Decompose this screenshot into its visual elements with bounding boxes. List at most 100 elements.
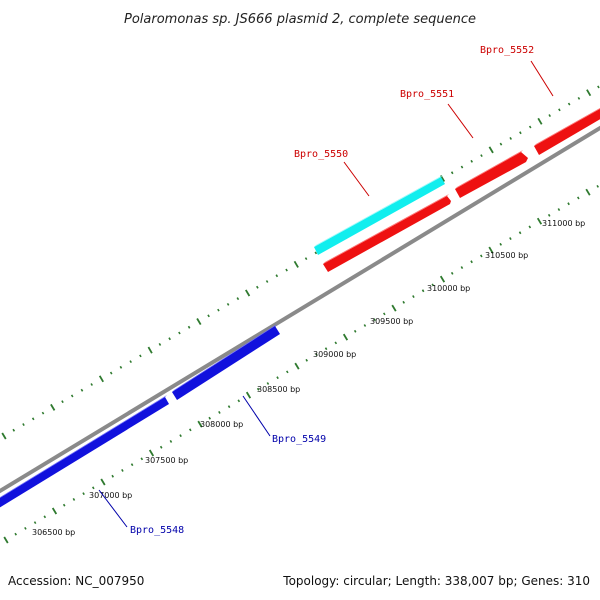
outer-ring-tick-mark: [168, 337, 171, 341]
gene-label-bpro-5550[interactable]: Bpro_5550: [294, 149, 348, 160]
gene-labels: Bpro_5550 Bpro_5551 Bpro_5552 Bpro_5549 …: [130, 45, 534, 536]
outer-ring-tick-mark: [470, 159, 473, 163]
tick-label-306500: 306500 bp: [32, 528, 75, 537]
inner-ring-tick-mark: [62, 503, 66, 507]
inner-ring-tick-mark: [24, 526, 27, 530]
tick-label-310000: 310000 bp: [427, 284, 470, 293]
gene-label-bpro-5548[interactable]: Bpro_5548: [130, 525, 184, 536]
inner-ring-tick-mark: [305, 358, 308, 362]
outer-scale-ring: [1, 85, 600, 440]
inner-ring-tick-mark: [197, 420, 203, 428]
gene-bpro-5550-track-body: [323, 196, 451, 272]
gene-bpro-5548-bevel: [0, 395, 167, 498]
tick-label-311000: 311000 bp: [542, 219, 585, 228]
inner-ring-tick-mark: [208, 416, 211, 420]
gene-bpro-5550-body: [314, 177, 445, 255]
inner-ring-tick-mark: [383, 312, 386, 316]
accession-text: Accession: NC_007950: [8, 574, 145, 588]
outer-ring-tick-mark: [537, 117, 543, 125]
outer-ring-tick-mark: [147, 346, 153, 354]
tick-label-309000: 309000 bp: [313, 350, 356, 359]
outer-ring-tick-mark: [558, 108, 561, 112]
gene-bpro-5552-body: [534, 108, 600, 155]
outer-ring-tick-mark: [597, 85, 600, 89]
inner-ring-tick-mark: [567, 202, 570, 206]
map-title: Polaromonas sp. JS666 plasmid 2, complet…: [124, 12, 476, 27]
outer-ring-tick-mark: [499, 142, 503, 146]
summary-text: Topology: circular; Length: 338,007 bp; …: [283, 574, 590, 588]
gene-bpro-5552-bevel: [534, 107, 600, 146]
outer-ring-tick-mark: [22, 423, 25, 426]
gene-bpro-5548-body: [0, 397, 169, 508]
inner-ring-tick-mark: [431, 283, 435, 287]
gene-label-leaders: [98, 60, 554, 528]
inner-ring-tick-mark: [470, 260, 473, 264]
outer-ring-tick-mark: [304, 257, 308, 261]
outer-ring-tick-mark: [70, 394, 74, 398]
gene-bpro-5550-track[interactable]: [323, 194, 451, 272]
gene-bpro-5550[interactable]: [314, 175, 445, 255]
tick-label-307000: 307000 bp: [89, 491, 132, 500]
outer-ring-tick-mark: [586, 89, 592, 97]
outer-ring-tick-mark: [139, 354, 142, 358]
inner-ring-tick-mark: [439, 275, 446, 283]
inner-ring-tick-mark: [245, 391, 252, 399]
gene-bpro-5551-bevel: [455, 150, 523, 189]
outer-ring-tick-mark: [509, 137, 512, 140]
tick-label-309500: 309500 bp: [370, 317, 413, 326]
inner-ring-tick-mark: [585, 188, 591, 196]
inner-ring-tick-mark: [43, 515, 47, 519]
gene-bpro-5549-bevel: [172, 324, 277, 392]
outer-ring-tick-mark: [119, 365, 123, 369]
inner-ring-tick-mark: [547, 213, 551, 217]
leader-bpro-5552: [530, 60, 554, 97]
inner-ring-tick-mark: [256, 387, 260, 391]
outer-ring-tick-mark: [178, 331, 181, 335]
inner-ring-tick-mark: [577, 196, 580, 200]
inner-ring-tick-mark: [3, 536, 9, 544]
inner-ring-tick-mark: [111, 474, 114, 478]
outer-ring-tick-mark: [519, 131, 522, 135]
inner-ring-tick-mark: [130, 463, 134, 467]
outer-ring-tick-mark: [12, 428, 16, 432]
tick-label-307500: 307500 bp: [145, 456, 188, 465]
gene-bpro-5548[interactable]: [0, 395, 169, 511]
outer-ring-tick-mark: [460, 165, 464, 169]
inner-ring-tick-mark: [342, 333, 349, 341]
tick-label-310500: 310500 bp: [485, 251, 528, 260]
inner-ring-tick-mark: [159, 445, 163, 449]
inner-ring-tick-mark: [33, 521, 37, 525]
inner-ring-tick-mark: [169, 440, 173, 443]
gene-bpro-5549-body: [172, 326, 280, 400]
inner-ring-tick-mark: [488, 246, 494, 254]
tick-label-308000: 308000 bp: [200, 420, 243, 429]
gene-bpro-5551[interactable]: [455, 150, 528, 198]
outer-ring-tick-mark: [275, 274, 279, 278]
inner-ring-tick-mark: [518, 231, 522, 235]
inner-ring-tick-mark: [460, 266, 464, 269]
inner-ring-tick-mark: [391, 304, 397, 312]
gene-bpro-5552[interactable]: [534, 104, 600, 155]
outer-ring-tick-mark: [217, 308, 220, 312]
inner-ring-tick-mark: [353, 329, 357, 333]
inner-ring-tick-mark: [218, 411, 221, 414]
gene-label-bpro-5552[interactable]: Bpro_5552: [480, 45, 534, 56]
outer-ring-tick-mark: [226, 302, 230, 306]
outer-ring-tick-mark: [196, 318, 202, 326]
inner-ring-tick-mark: [14, 532, 17, 536]
inner-ring-tick-mark: [536, 217, 543, 225]
inner-ring-tick-mark: [373, 318, 376, 322]
outer-ring-tick-mark: [80, 388, 84, 392]
outer-ring-tick-mark: [285, 268, 288, 272]
gene-bpro-5551-body: [455, 152, 528, 198]
sequence-backbone: [0, 125, 600, 494]
outer-ring-tick-mark: [31, 417, 35, 421]
gene-bpro-5549[interactable]: [172, 324, 280, 400]
inner-ring-tick-mark: [276, 376, 279, 380]
tick-labels: 306500 bp 307000 bp 307500 bp 308000 bp …: [32, 219, 585, 537]
gene-label-bpro-5549[interactable]: Bpro_5549: [272, 434, 326, 445]
inner-ring-tick-mark: [179, 434, 182, 438]
gene-label-bpro-5551[interactable]: Bpro_5551: [400, 89, 454, 100]
gene-bpro-5550-track-bevel: [323, 194, 449, 264]
